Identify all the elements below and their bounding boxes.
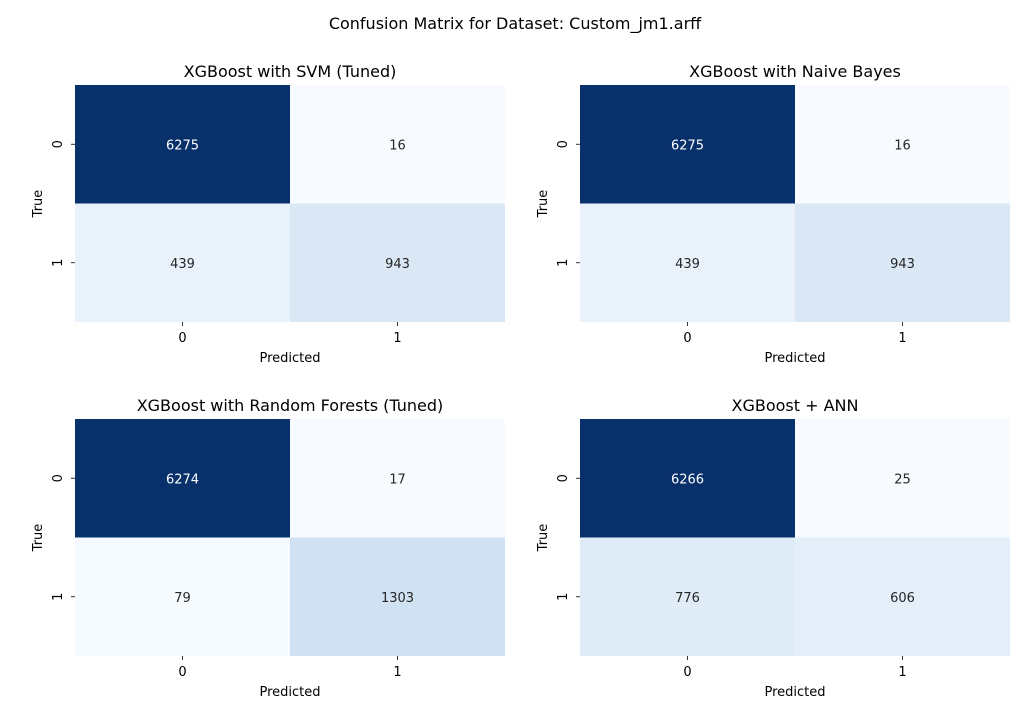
heatmap-cell — [75, 419, 290, 538]
heatmap-cell — [795, 85, 1010, 204]
heatmap-cell — [290, 85, 505, 204]
cell-value-label: 439 — [675, 257, 700, 272]
x-tick-label: 1 — [393, 665, 401, 680]
heatmap-cell — [795, 537, 1010, 656]
y-axis-label: True — [536, 190, 551, 219]
heatmap-cell — [580, 85, 795, 204]
heatmap-cell — [290, 203, 505, 322]
y-axis-label: True — [536, 524, 551, 553]
y-tick-label: 0 — [51, 140, 66, 148]
panel-title: XGBoost with Naive Bayes — [689, 62, 901, 81]
y-axis-label: True — [31, 190, 46, 219]
heatmap-cell — [795, 203, 1010, 322]
panel-title: XGBoost + ANN — [732, 396, 859, 415]
heatmap-cell — [75, 203, 290, 322]
heatmap-panel-4: 6266 25 776 606 XGBoost + ANN 0 1 0 1 Predicted Tr… — [536, 396, 1010, 700]
x-tick-label: 1 — [898, 331, 906, 346]
cell-value-label: 25 — [894, 472, 911, 487]
cell-value-label: 943 — [385, 257, 410, 272]
y-tick-label: 1 — [556, 593, 571, 601]
cell-value-label: 776 — [675, 591, 700, 606]
cell-value-label: 6274 — [166, 472, 199, 487]
figure-suptitle: Confusion Matrix for Dataset: Custom_jm1… — [329, 14, 702, 34]
x-tick-label: 1 — [393, 331, 401, 346]
y-tick-label: 0 — [556, 140, 571, 148]
heatmap-cell — [290, 419, 505, 538]
heatmap-cell — [795, 419, 1010, 538]
heatmap-cell — [580, 419, 795, 538]
cell-value-label: 6275 — [166, 138, 199, 153]
y-tick-label: 1 — [556, 259, 571, 267]
y-tick-label: 1 — [51, 593, 66, 601]
x-axis-label: Predicted — [764, 685, 825, 700]
x-tick-label: 0 — [683, 331, 691, 346]
cell-value-label: 1303 — [381, 591, 414, 606]
heatmap-panel-2: 6275 16 439 943 XGBoost with Naive Bayes 0 1 0 1… — [536, 62, 1010, 366]
panel-title: XGBoost with SVM (Tuned) — [184, 62, 397, 81]
heatmap-panel-3: 6274 17 79 1303 XGBoost with Random Forests … — [31, 396, 505, 700]
x-axis-label: Predicted — [259, 685, 320, 700]
x-tick-label: 0 — [178, 665, 186, 680]
y-tick-label: 1 — [51, 259, 66, 267]
x-tick-label: 0 — [683, 665, 691, 680]
cell-value-label: 6266 — [671, 472, 704, 487]
panel-title: XGBoost with Random Forests (Tuned) — [137, 396, 444, 415]
cell-value-label: 439 — [170, 257, 195, 272]
x-axis-label: Predicted — [764, 351, 825, 366]
heatmap-cell — [75, 537, 290, 656]
cell-value-label: 16 — [894, 138, 911, 153]
cell-value-label: 79 — [174, 591, 191, 606]
x-axis-label: Predicted — [259, 351, 320, 366]
heatmap-cell — [580, 537, 795, 656]
cell-value-label: 17 — [389, 472, 406, 487]
x-tick-label: 0 — [178, 331, 186, 346]
heatmap-panel-1: 6275 16 439 943 XGBoost with SVM (Tuned) 0 1 0 1… — [31, 62, 505, 366]
y-axis-label: True — [31, 524, 46, 553]
y-tick-label: 0 — [51, 474, 66, 482]
cell-value-label: 943 — [890, 257, 915, 272]
y-tick-label: 0 — [556, 474, 571, 482]
cell-value-label: 16 — [389, 138, 406, 153]
x-tick-label: 1 — [898, 665, 906, 680]
cell-value-label: 606 — [890, 591, 915, 606]
cell-value-label: 6275 — [671, 138, 704, 153]
heatmap-cell — [290, 537, 505, 656]
heatmap-cell — [580, 203, 795, 322]
heatmap-cell — [75, 85, 290, 204]
